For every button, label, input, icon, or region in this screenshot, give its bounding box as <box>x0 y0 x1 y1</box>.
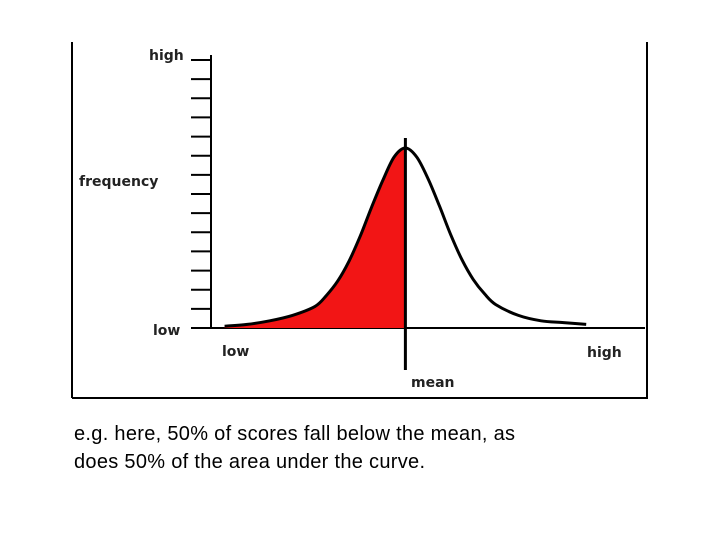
normal-distribution-chart: high frequency low low high mean <box>71 42 648 399</box>
y-axis-label: frequency <box>79 174 158 190</box>
y-tick-label-high: high <box>149 48 184 64</box>
x-tick-label-high: high <box>587 345 622 361</box>
x-tick-label-low: low <box>222 344 249 360</box>
y-axis-ticks <box>191 59 211 329</box>
shaded-area-below-mean <box>224 148 406 328</box>
caption-line-1: e.g. here, 50% of scores fall below the … <box>74 423 516 445</box>
x-axis-label-mean: mean <box>411 375 455 391</box>
y-tick-label-low: low <box>153 323 180 339</box>
caption-line-2: does 50% of the area under the curve. <box>74 451 426 473</box>
caption: e.g. here, 50% of scores fall below the … <box>74 420 674 476</box>
